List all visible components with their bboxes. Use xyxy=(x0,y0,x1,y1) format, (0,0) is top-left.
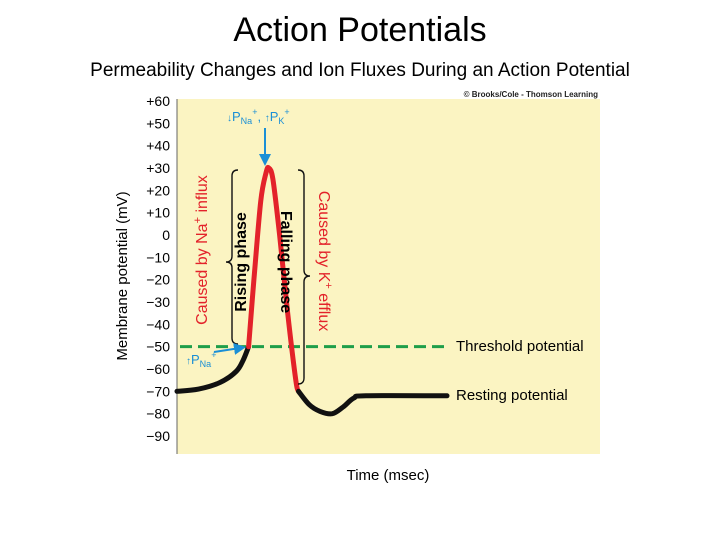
threshold-permeability-label: ↑PNa+ xyxy=(186,350,216,369)
series-line-depolarizing xyxy=(174,344,252,394)
y-tick-label: 0 xyxy=(162,227,170,243)
series-group xyxy=(174,164,450,417)
na-influx-label: Caused by Na+ influx xyxy=(192,175,211,325)
threshold-label: Threshold potential xyxy=(456,338,584,355)
y-tick-label: +10 xyxy=(146,205,170,221)
y-tick-label: −60 xyxy=(146,361,170,377)
y-tick-label: +30 xyxy=(146,160,170,176)
slide-subtitle: Permeability Changes and Ion Fluxes Duri… xyxy=(90,60,630,81)
series-line-action-potential xyxy=(246,164,301,394)
resting-label: Resting potential xyxy=(456,387,568,404)
series-line-recovery xyxy=(296,388,450,417)
y-tick-label: +60 xyxy=(146,93,170,109)
x-axis-label: Time (msec) xyxy=(347,467,430,484)
falling-phase-label: Falling phase xyxy=(277,211,294,313)
y-tick-label: +50 xyxy=(146,115,170,131)
rising-phase-label: Rising phase xyxy=(233,212,250,312)
y-tick-label: −20 xyxy=(146,272,170,288)
y-tick-label: +20 xyxy=(146,182,170,198)
y-tick-label: −30 xyxy=(146,294,170,310)
y-tick-label: −10 xyxy=(146,249,170,265)
y-tick-label: −40 xyxy=(146,316,170,332)
y-tick-label: +40 xyxy=(146,138,170,154)
threshold-arrow xyxy=(213,342,246,355)
y-tick-label: −50 xyxy=(146,339,170,355)
na-influx-bracket xyxy=(225,169,239,345)
k-efflux-bracket xyxy=(297,169,311,385)
k-efflux-label: Caused by K+ efflux xyxy=(315,191,334,331)
y-axis-label: Membrane potential (mV) xyxy=(114,191,131,360)
y-tick-label: −90 xyxy=(146,428,170,444)
slide-title: Action Potentials xyxy=(233,11,487,49)
y-tick-label: −70 xyxy=(146,383,170,399)
y-axis-ticks: +60 +50 +40 +30 +20 +10 0 −10 −20 −30 −40 −50 −60 −70… xyxy=(146,93,170,444)
peak-permeability-label: ↓PNa+, ↑PK+ xyxy=(227,107,290,126)
y-tick-label: −80 xyxy=(146,406,170,422)
copyright-label: © Brooks/Cole - Thomson Learning xyxy=(464,90,598,99)
